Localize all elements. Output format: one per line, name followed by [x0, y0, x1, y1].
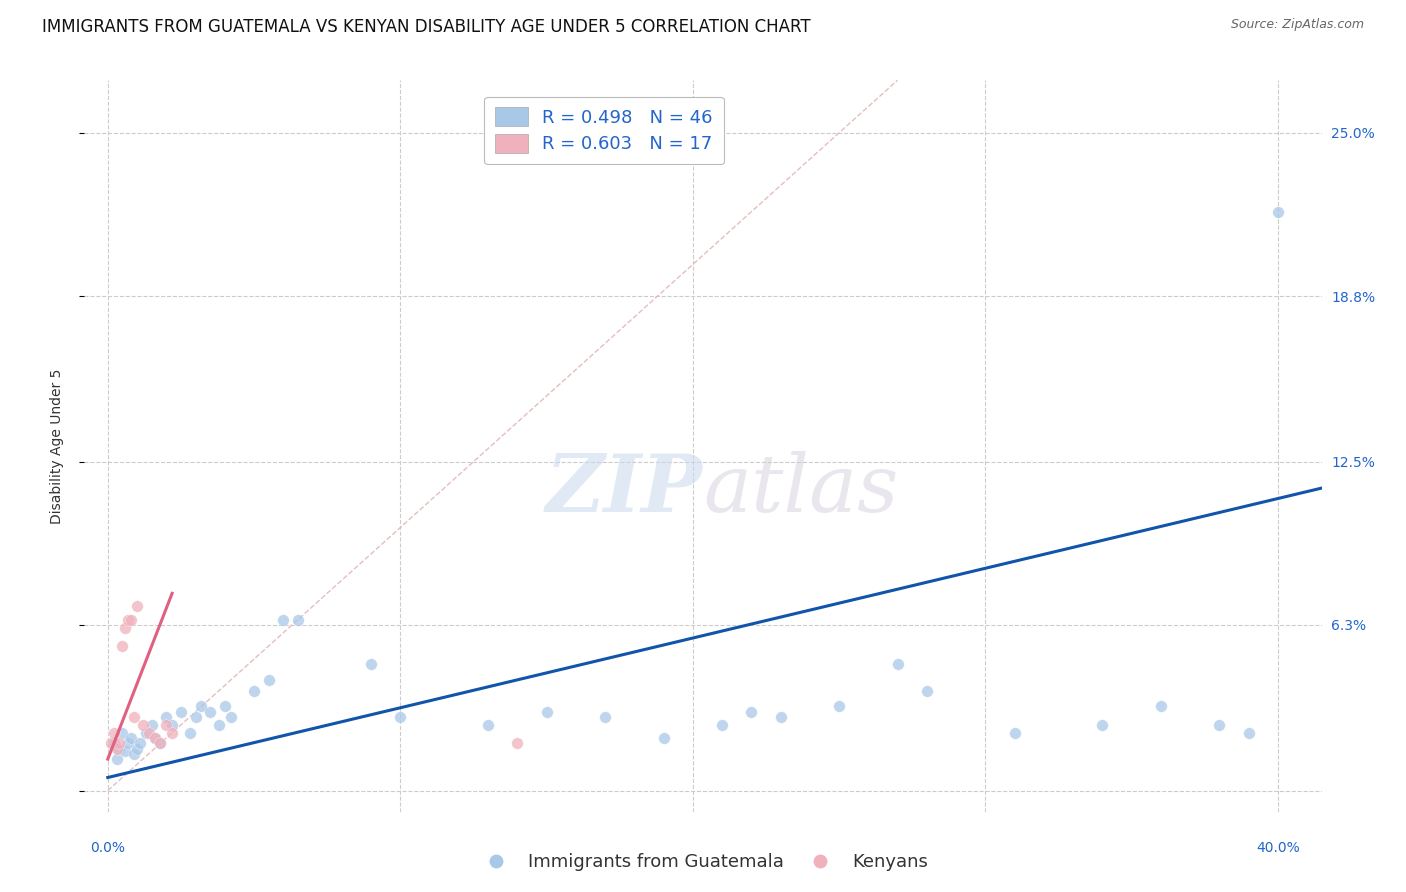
- Point: [135, 726, 157, 740]
- Point: [155, 710, 177, 724]
- Point: [138, 726, 160, 740]
- Point: [125, 741, 148, 756]
- Point: [143, 731, 166, 745]
- Point: [711, 718, 734, 732]
- Point: [120, 731, 142, 745]
- Point: [389, 710, 412, 724]
- Point: [125, 599, 148, 614]
- Legend: Immigrants from Guatemala, Kenyans: Immigrants from Guatemala, Kenyans: [471, 847, 935, 879]
- Point: [1208, 718, 1230, 732]
- Point: [141, 718, 163, 732]
- Point: [652, 731, 675, 745]
- Point: [114, 744, 136, 758]
- Text: 0.0%: 0.0%: [90, 841, 125, 855]
- Point: [103, 736, 125, 750]
- Point: [1150, 699, 1173, 714]
- Point: [114, 621, 136, 635]
- Point: [111, 639, 134, 653]
- Point: [1237, 726, 1260, 740]
- Text: ZIP: ZIP: [546, 451, 703, 529]
- Point: [117, 613, 139, 627]
- Point: [105, 741, 128, 756]
- Point: [179, 726, 201, 740]
- Point: [477, 718, 499, 732]
- Point: [506, 736, 529, 750]
- Point: [143, 731, 166, 745]
- Point: [208, 718, 231, 732]
- Point: [170, 705, 193, 719]
- Text: atlas: atlas: [703, 451, 898, 529]
- Point: [100, 736, 122, 750]
- Point: [536, 705, 558, 719]
- Text: 40.0%: 40.0%: [1256, 841, 1299, 855]
- Y-axis label: Disability Age Under 5: Disability Age Under 5: [49, 368, 63, 524]
- Point: [886, 657, 908, 672]
- Point: [740, 705, 762, 719]
- Point: [769, 710, 792, 724]
- Point: [915, 683, 938, 698]
- Point: [122, 710, 145, 724]
- Point: [593, 710, 616, 724]
- Point: [257, 673, 280, 688]
- Point: [214, 699, 236, 714]
- Point: [1004, 726, 1026, 740]
- Point: [219, 710, 242, 724]
- Point: [184, 710, 207, 724]
- Text: IMMIGRANTS FROM GUATEMALA VS KENYAN DISABILITY AGE UNDER 5 CORRELATION CHART: IMMIGRANTS FROM GUATEMALA VS KENYAN DISA…: [42, 18, 811, 36]
- Point: [117, 736, 139, 750]
- Point: [129, 736, 152, 750]
- Point: [1091, 718, 1114, 732]
- Point: [149, 736, 172, 750]
- Point: [160, 718, 183, 732]
- Point: [160, 726, 183, 740]
- Legend: R = 0.498   N = 46, R = 0.603   N = 17: R = 0.498 N = 46, R = 0.603 N = 17: [485, 96, 724, 164]
- Point: [111, 726, 134, 740]
- Point: [243, 683, 266, 698]
- Point: [287, 613, 309, 627]
- Point: [1267, 204, 1289, 219]
- Point: [103, 726, 125, 740]
- Point: [149, 736, 172, 750]
- Point: [105, 752, 128, 766]
- Point: [198, 705, 221, 719]
- Point: [271, 613, 294, 627]
- Text: Source: ZipAtlas.com: Source: ZipAtlas.com: [1230, 18, 1364, 31]
- Point: [132, 718, 155, 732]
- Point: [120, 613, 142, 627]
- Point: [155, 718, 177, 732]
- Point: [360, 657, 382, 672]
- Point: [108, 736, 131, 750]
- Point: [122, 747, 145, 761]
- Point: [190, 699, 212, 714]
- Point: [108, 741, 131, 756]
- Point: [828, 699, 851, 714]
